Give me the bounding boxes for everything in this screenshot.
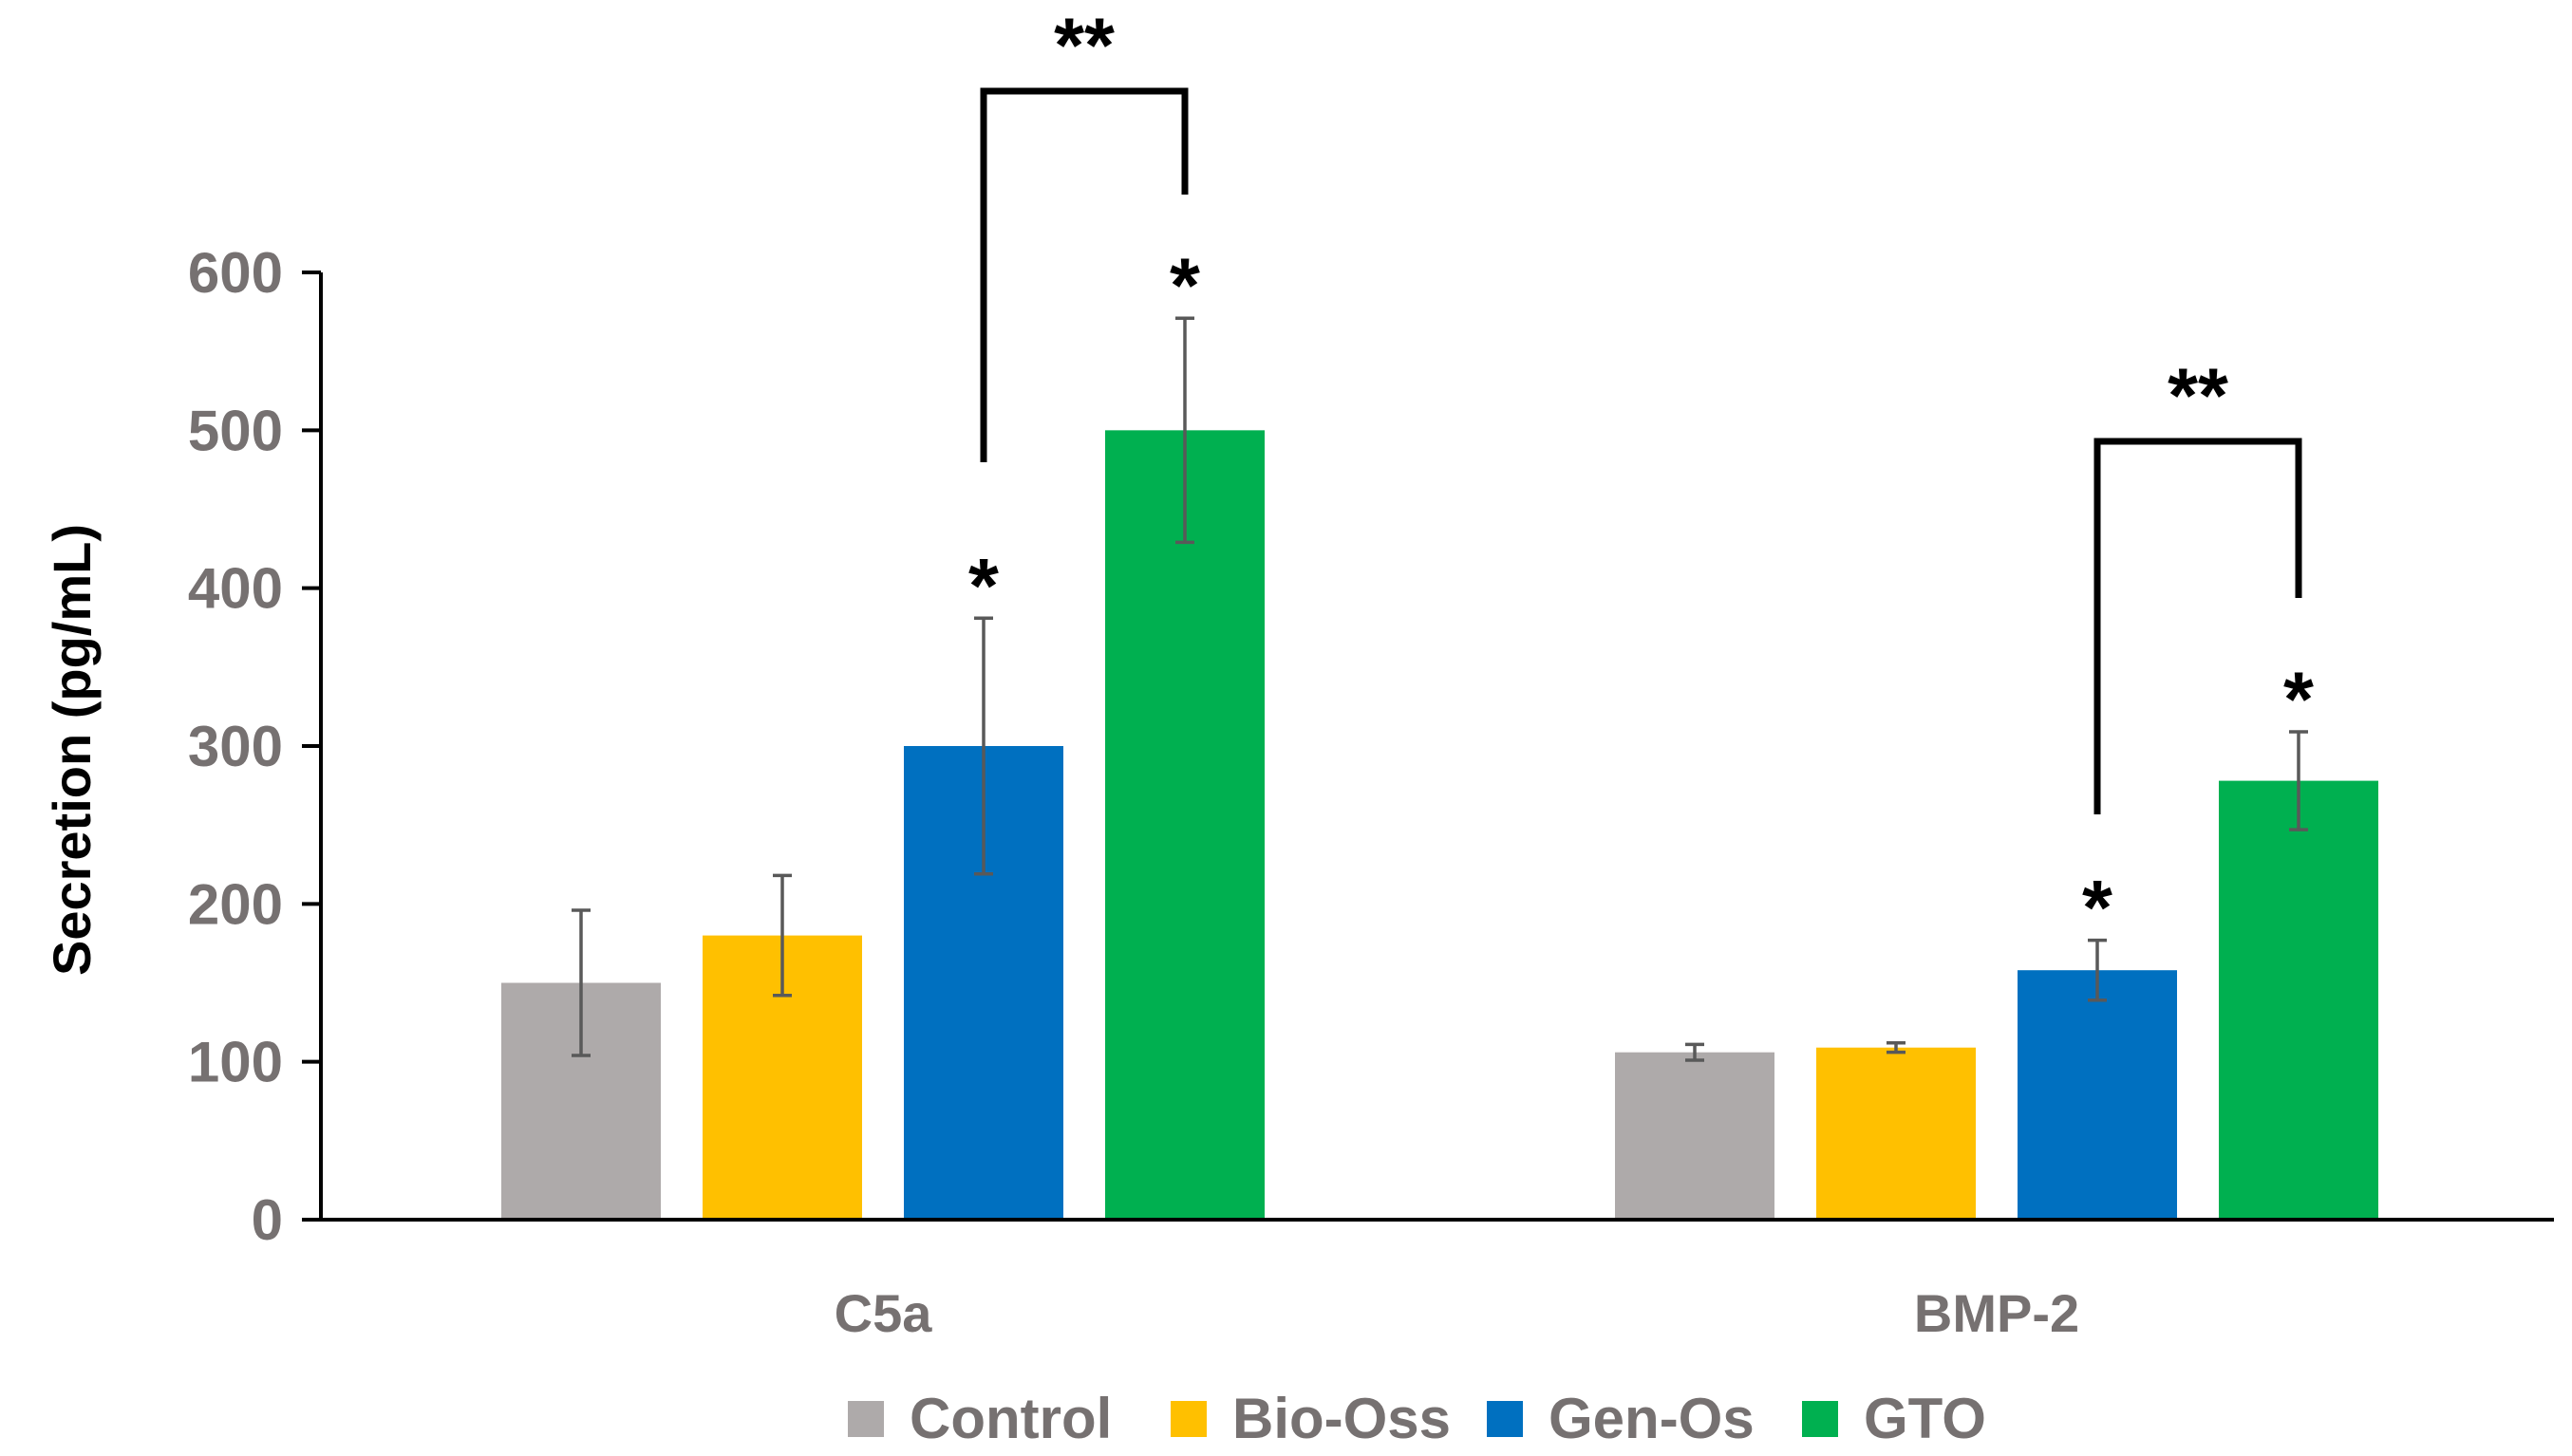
y-tick-label: 500 <box>188 399 283 462</box>
error-bars <box>572 316 2308 1062</box>
significance-star: * <box>968 543 999 629</box>
bar-gto-bmp-2 <box>2219 780 2378 1220</box>
legend: Control Bio-Oss Gen-Os GTO <box>848 1387 1986 1450</box>
legend-label-gen-os: Gen-Os <box>1549 1387 1755 1450</box>
significance-bracket-label: ** <box>1054 3 1115 89</box>
legend-swatch-gto <box>1802 1401 1838 1437</box>
significance-star: * <box>2082 866 2112 952</box>
x-category-label: C5a <box>835 1283 933 1343</box>
y-tick-label: 0 <box>252 1188 283 1252</box>
significance-bracket-label: ** <box>2168 353 2228 439</box>
bar-control-bmp-2 <box>1615 1052 1774 1220</box>
legend-swatch-control <box>848 1401 884 1437</box>
bar-gen-os-bmp-2 <box>2018 970 2177 1220</box>
legend-label-control: Control <box>910 1387 1112 1450</box>
bars <box>501 430 2378 1220</box>
y-axis: 0 100 200 300 400 500 600 <box>188 241 323 1252</box>
significance-annotations: ******** <box>968 3 2314 952</box>
x-axis-labels: C5a BMP-2 <box>835 1283 2079 1343</box>
bar-gto-c5a <box>1105 430 1265 1220</box>
significance-star: * <box>2283 657 2314 743</box>
x-category-label: BMP-2 <box>1914 1283 2079 1343</box>
legend-label-bio-oss: Bio-Oss <box>1232 1387 1451 1450</box>
y-tick-label: 200 <box>188 872 283 936</box>
legend-swatch-bio-oss <box>1171 1401 1207 1437</box>
y-tick-label: 100 <box>188 1031 283 1094</box>
significance-star: * <box>1170 243 1200 329</box>
y-axis-title: Secretion (pg/mL) <box>42 524 102 976</box>
bar-bio-oss-bmp-2 <box>1816 1047 1976 1220</box>
y-tick-label: 600 <box>188 241 283 305</box>
significance-bracket <box>980 87 1189 462</box>
y-tick-label: 300 <box>188 715 283 778</box>
significance-bracket <box>2093 438 2302 814</box>
y-tick-label: 400 <box>188 557 283 621</box>
legend-label-gto: GTO <box>1864 1387 1986 1450</box>
legend-swatch-gen-os <box>1487 1401 1523 1437</box>
